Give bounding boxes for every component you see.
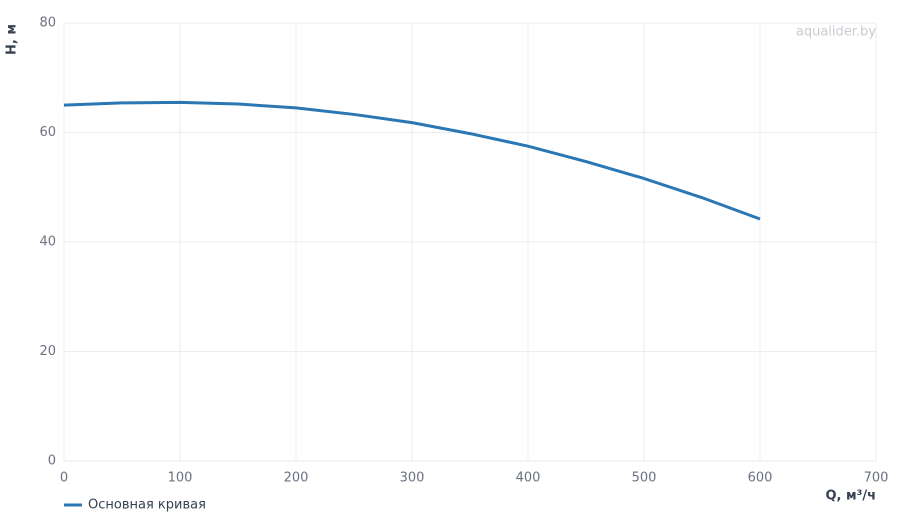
- x-tick-label: 500: [632, 471, 657, 486]
- x-tick-label: 200: [284, 471, 309, 486]
- y-tick-label: 0: [48, 454, 56, 469]
- y-tick-label: 80: [39, 16, 56, 31]
- x-tick-label: 300: [400, 471, 425, 486]
- x-tick-label: 100: [168, 471, 193, 486]
- line-series: [63, 100, 761, 221]
- x-axis-title: Q, м³/ч: [825, 489, 876, 504]
- x-tick-label: 600: [748, 471, 773, 486]
- x-tick-label: 700: [864, 471, 889, 486]
- y-tick-label: 40: [39, 235, 56, 250]
- y-axis-title: H, м: [5, 24, 20, 55]
- x-tick-label: 400: [516, 471, 541, 486]
- x-tick-label: 0: [60, 471, 68, 486]
- y-tick-label: 60: [39, 125, 56, 140]
- legend-label: Основная кривая: [88, 498, 206, 513]
- y-tick-label: 20: [39, 344, 56, 359]
- watermark: aqualider.by: [796, 25, 876, 40]
